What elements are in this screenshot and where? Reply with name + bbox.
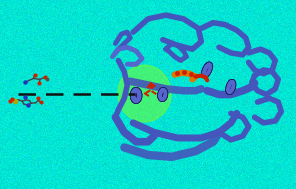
Ellipse shape [118,65,171,122]
